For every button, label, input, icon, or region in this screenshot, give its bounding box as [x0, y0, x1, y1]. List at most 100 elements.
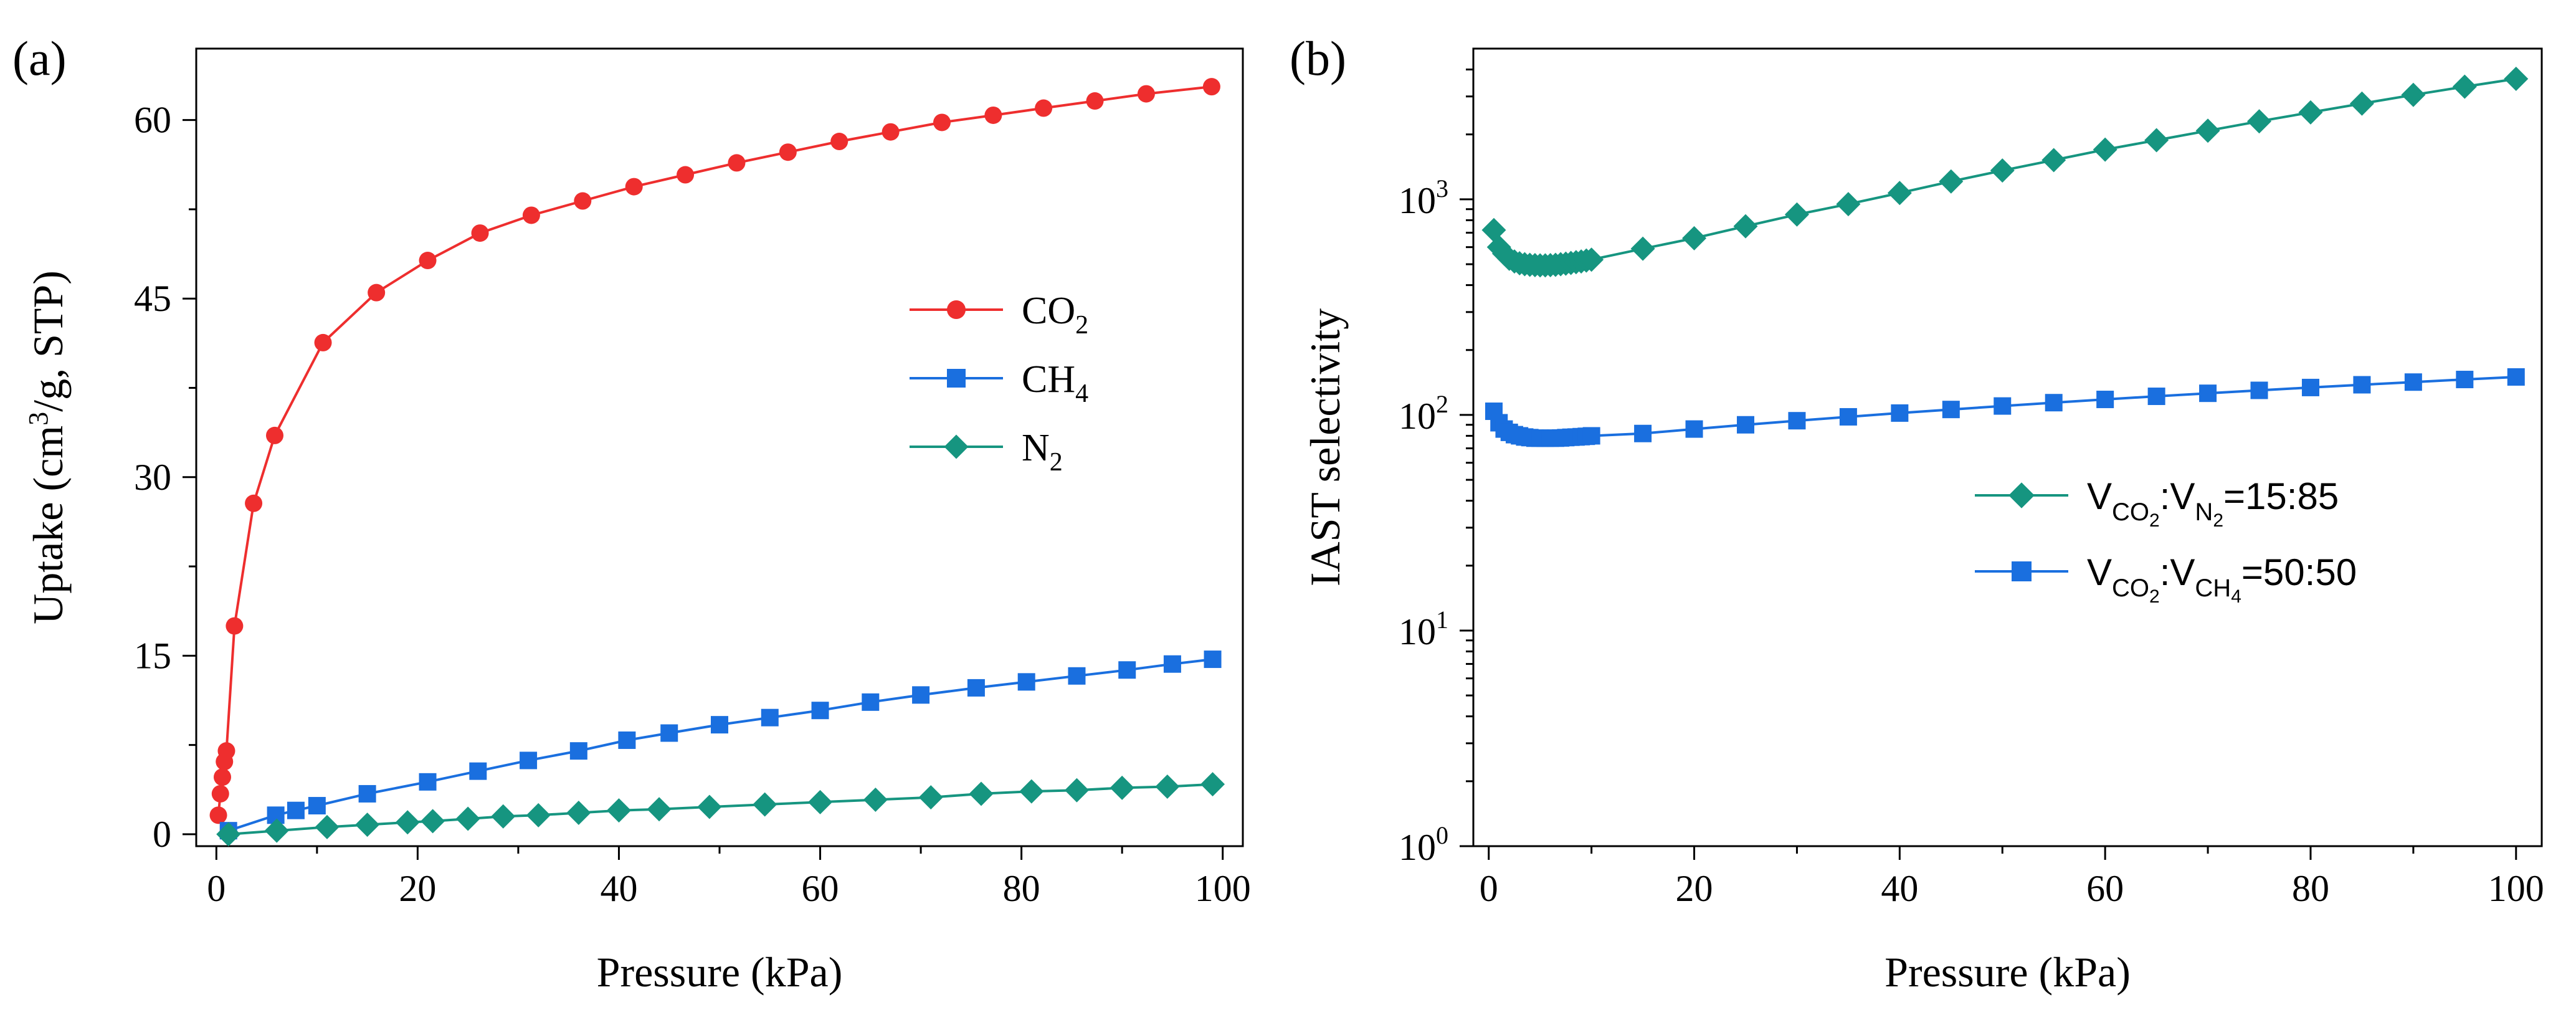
- data-point: [918, 785, 943, 810]
- data-point: [1630, 236, 1655, 261]
- data-point: [2147, 388, 2165, 406]
- data-point: [863, 787, 888, 812]
- data-point: [1736, 416, 1754, 434]
- data-point: [264, 818, 289, 843]
- data-point: [308, 797, 326, 815]
- series-vco2-vn2-15-85: [1481, 67, 2529, 278]
- legend-label: CO2: [1022, 290, 1088, 340]
- data-point: [761, 708, 779, 727]
- series-line: [228, 658, 1213, 832]
- data-point: [574, 192, 592, 210]
- data-point: [1682, 226, 1707, 250]
- data-point: [226, 617, 244, 635]
- data-point: [882, 123, 900, 141]
- legend-label: CH4: [1022, 358, 1088, 408]
- data-point: [1163, 655, 1181, 673]
- data-point: [1019, 779, 1044, 804]
- x-tick-label: 80: [2292, 868, 2329, 909]
- data-point: [2404, 373, 2422, 391]
- data-point: [1086, 92, 1104, 110]
- data-point: [660, 724, 678, 742]
- x-tick-label: 100: [1195, 868, 1251, 909]
- data-point: [2247, 109, 2272, 134]
- data-point: [1994, 397, 2012, 415]
- panel-label: (a): [12, 31, 67, 85]
- series-vco2-vch4-50-50: [1485, 368, 2525, 447]
- data-point: [2456, 371, 2474, 389]
- data-point: [2353, 376, 2371, 394]
- y-axis-label: IAST selectivity: [1301, 308, 1349, 586]
- data-point: [830, 133, 848, 151]
- series-n2: [216, 772, 1225, 847]
- data-point: [522, 206, 540, 224]
- legend-label: N2: [1022, 427, 1063, 477]
- data-point: [1887, 181, 1912, 206]
- y-tick-label: 0: [153, 814, 171, 855]
- data-point: [491, 804, 516, 829]
- data-point: [245, 494, 263, 512]
- data-point: [1733, 214, 1758, 239]
- data-point: [569, 742, 587, 760]
- panel-label: (b): [1290, 31, 1346, 85]
- data-point: [2144, 128, 2169, 153]
- x-tick-label: 60: [802, 868, 839, 909]
- data-point: [625, 178, 643, 196]
- legend-label: VCO2:VCH4=50:50: [2087, 551, 2357, 607]
- x-tick-label: 20: [1676, 868, 1713, 909]
- data-point: [2199, 384, 2217, 403]
- data-point: [912, 686, 930, 704]
- data-point: [395, 810, 420, 835]
- data-point: [2452, 74, 2477, 99]
- x-tick-label: 60: [2086, 868, 2124, 909]
- data-point: [1839, 408, 1857, 426]
- data-point: [1990, 158, 2015, 183]
- plot-frame: [1472, 47, 2543, 847]
- data-point: [1634, 424, 1652, 442]
- data-point: [566, 801, 591, 826]
- x-tick-label: 100: [2488, 868, 2544, 909]
- data-point: [1035, 99, 1053, 117]
- data-point: [471, 224, 489, 242]
- data-point: [1110, 775, 1134, 800]
- data-point: [2401, 82, 2426, 107]
- legend-marker: [947, 300, 966, 319]
- data-point: [216, 822, 241, 847]
- data-point: [526, 803, 551, 827]
- data-point: [647, 797, 672, 822]
- data-point: [2507, 368, 2525, 386]
- y-tick-label: 102: [1399, 390, 1448, 437]
- data-point: [779, 143, 797, 161]
- data-point: [2195, 118, 2220, 143]
- data-point: [1200, 772, 1225, 797]
- data-point: [2301, 378, 2319, 396]
- data-point: [209, 806, 227, 824]
- y-tick-label: 30: [134, 457, 171, 498]
- data-point: [1685, 420, 1703, 438]
- data-point: [1788, 412, 1806, 430]
- data-point: [217, 742, 235, 760]
- legend: CO2 CH4 N2: [910, 290, 1088, 477]
- legend: VCO2:VN2=15:85 VCO2:VCH4=50:50: [1975, 475, 2357, 607]
- x-axis-label: Pressure (kPa): [1884, 948, 2131, 996]
- data-point: [1068, 667, 1086, 685]
- x-tick-label: 40: [600, 868, 637, 909]
- data-point: [1064, 778, 1089, 803]
- legend-marker: [2008, 482, 2035, 508]
- data-point: [315, 814, 340, 839]
- data-point: [419, 252, 437, 270]
- data-point: [211, 784, 229, 803]
- panel-a: 0 20 40 60 80 100 0 15 30 45 60 Pressure (kPa) Uptak…: [12, 31, 1251, 996]
- x-tick-label: 40: [1881, 868, 1918, 909]
- data-point: [728, 154, 746, 172]
- data-point: [2250, 381, 2268, 399]
- data-point: [2045, 394, 2063, 412]
- data-point: [358, 784, 376, 803]
- data-point: [1784, 202, 1809, 227]
- data-point: [2504, 67, 2529, 92]
- data-point: [1017, 673, 1035, 691]
- data-point: [2093, 137, 2117, 162]
- x-tick-label: 80: [1003, 868, 1040, 909]
- data-point: [677, 166, 695, 184]
- legend-marker: [2012, 561, 2032, 581]
- panel-b: 0 20 40 60 80 100 100 101 102 103 Pressure (kPa) IA…: [1290, 31, 2544, 996]
